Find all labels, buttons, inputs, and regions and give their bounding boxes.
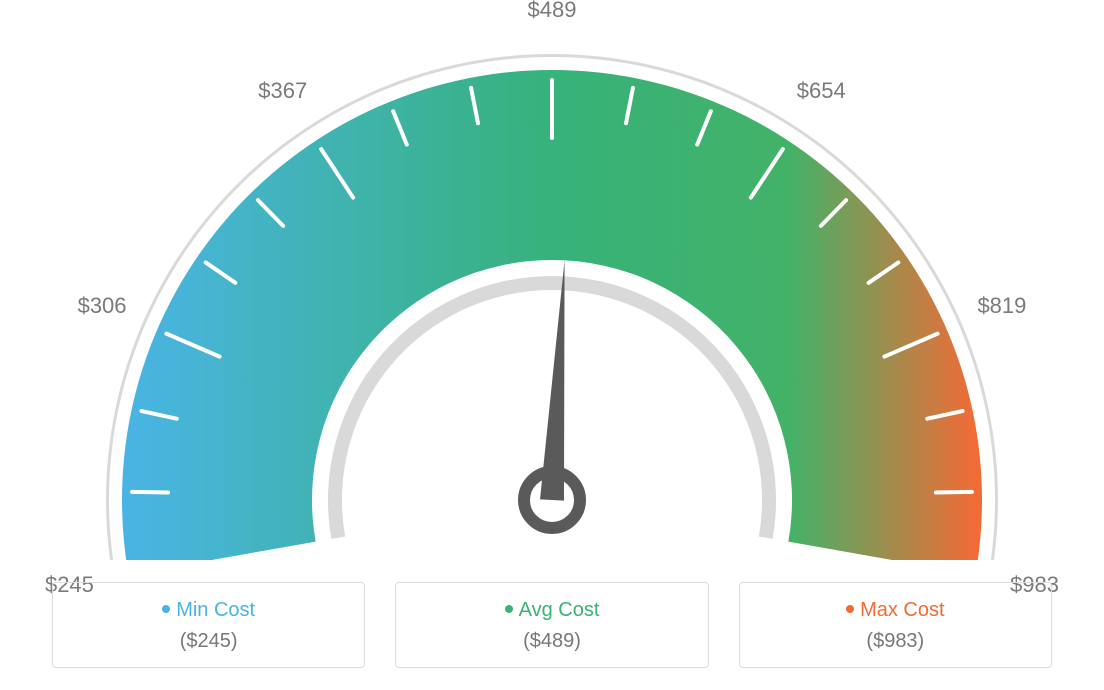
gauge: $245$306$367$489$654$819$983 xyxy=(0,0,1104,560)
needle xyxy=(540,260,565,500)
legend-title: Avg Cost xyxy=(406,599,697,622)
legend-title-text: Max Cost xyxy=(860,599,944,621)
tick-label: $489 xyxy=(528,0,577,23)
legend-row: Min Cost ($245) Avg Cost ($489) Max Cost ($98… xyxy=(52,582,1052,668)
gauge-svg xyxy=(0,0,1104,560)
legend-dot-icon xyxy=(162,605,170,613)
legend-title-text: Min Cost xyxy=(176,599,255,621)
tick-minor xyxy=(936,492,972,493)
legend-dot-icon xyxy=(505,605,513,613)
legend-title-text: Avg Cost xyxy=(519,599,600,621)
tick-minor xyxy=(132,492,168,493)
legend-value: ($983) xyxy=(750,630,1041,653)
legend-title: Min Cost xyxy=(63,599,354,622)
tick-label: $306 xyxy=(78,293,127,319)
legend-value: ($245) xyxy=(63,630,354,653)
gauge-chart-container: $245$306$367$489$654$819$983 Min Cost($2… xyxy=(0,0,1104,690)
legend-title: Max Cost xyxy=(750,599,1041,622)
tick-label: $819 xyxy=(977,293,1026,319)
legend-card-2: Max Cost ($983) xyxy=(739,582,1052,668)
tick-label: $367 xyxy=(258,78,307,104)
tick-label: $654 xyxy=(797,78,846,104)
legend-value: ($489) xyxy=(406,630,697,653)
legend-card-0: Min Cost ($245) xyxy=(52,582,365,668)
legend-dot-icon xyxy=(846,605,854,613)
legend-card-1: Avg Cost ($489) xyxy=(395,582,708,668)
